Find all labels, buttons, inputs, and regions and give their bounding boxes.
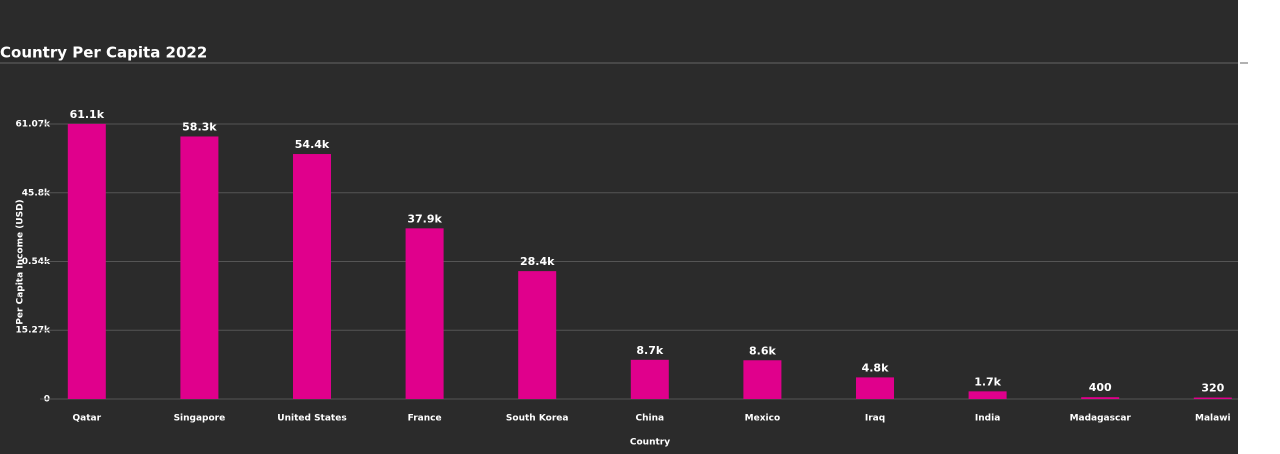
bar: [518, 271, 557, 399]
y-axis-title: Per Capita Income (USD): [16, 199, 26, 324]
chart-title: Country Per Capita 2022: [0, 44, 207, 62]
value-label: 1.7k: [974, 375, 1001, 388]
y-tick-label: 0.54k: [22, 257, 51, 267]
value-label: 8.6k: [749, 344, 776, 357]
x-tick-label: Madagascar: [1070, 414, 1132, 424]
x-tick-label: Iraq: [865, 414, 885, 424]
x-tick-label: Malawi: [1195, 414, 1231, 424]
bar: [743, 360, 782, 399]
y-tick-label: 15.27k: [16, 326, 51, 336]
bar: [1193, 397, 1232, 399]
bar: [293, 154, 331, 399]
x-tick-label: Mexico: [745, 414, 780, 424]
bar: [67, 123, 106, 400]
value-label: 320: [1201, 382, 1224, 395]
x-tick-label: France: [408, 414, 442, 424]
value-label: 54.4k: [295, 138, 330, 151]
bar: [856, 377, 894, 399]
value-label: 8.7k: [636, 344, 663, 357]
value-label: 37.9k: [407, 212, 442, 225]
value-label: 58.3k: [182, 120, 217, 133]
x-tick-label: South Korea: [506, 414, 569, 424]
bar: [405, 228, 444, 399]
y-tick-label: 61.07k: [16, 120, 51, 130]
x-tick-label: India: [975, 414, 1000, 424]
value-label: 400: [1089, 381, 1112, 394]
bar: [180, 136, 219, 399]
x-axis-title: Country: [630, 438, 670, 448]
value-label: 28.4k: [520, 255, 555, 268]
x-tick-label: Singapore: [174, 414, 226, 424]
x-tick-label: United States: [277, 414, 346, 424]
bar: [630, 359, 669, 399]
y-tick-label: 45.8k: [22, 188, 51, 198]
value-label: 61.1k: [70, 108, 105, 121]
bar: [968, 391, 1007, 399]
x-tick-label: Qatar: [73, 414, 102, 424]
bar: [1081, 397, 1120, 399]
value-label: 4.8k: [862, 361, 889, 374]
x-tick-label: China: [636, 414, 665, 424]
